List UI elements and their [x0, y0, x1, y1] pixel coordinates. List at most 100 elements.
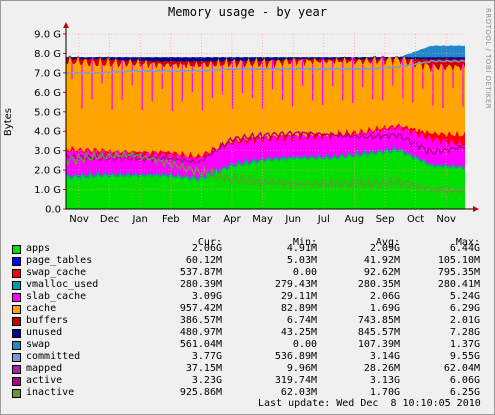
legend-name: page_tables	[26, 255, 93, 266]
legend-name: buffers	[26, 315, 69, 326]
legend-max-value: 105.10M	[437, 255, 480, 266]
x-tick-label: Sep	[376, 214, 395, 225]
legend-swatch	[12, 269, 21, 278]
legend-cur-value: 60.12M	[185, 255, 222, 266]
legend-name: active	[26, 375, 63, 386]
x-tick-label: Apr	[223, 214, 241, 225]
legend-row-vmalloc-used: vmalloc_used 280.39M 279.43M 280.35M 280.41M	[12, 279, 482, 291]
legend-cur-value: 386.57M	[179, 315, 222, 326]
legend-min-value: 62.03M	[280, 387, 317, 398]
y-tick-label: 9.0 G	[34, 30, 61, 41]
legend-avg-value: 28.26M	[363, 363, 400, 374]
last-update: Last update: Wed Dec 8 10:10:05 2010	[258, 398, 481, 409]
legend-row-mapped: mapped 37.15M 9.96M 28.26M 62.04M	[12, 363, 482, 375]
legend-min-value: 0.00	[292, 339, 317, 350]
legend-row-page-tables: page_tables 60.12M 5.03M 41.92M 105.10M	[12, 255, 482, 267]
legend-row-inactive: inactive 925.86M 62.03M 1.70G 6.25G	[12, 387, 482, 399]
legend-min-value: 43.25M	[280, 327, 317, 338]
legend-min-value: 4.91M	[286, 243, 317, 254]
y-tick-label: 4.0 G	[34, 127, 61, 138]
legend-name: unused	[26, 327, 63, 338]
legend-max-value: 9.55G	[449, 351, 480, 362]
legend-cur-value: 37.15M	[185, 363, 222, 374]
legend-cur-value: 3.09G	[191, 291, 222, 302]
legend-min-value: 0.00	[292, 267, 317, 278]
legend-max-value: 6.44G	[449, 243, 480, 254]
legend-row-unused: unused 480.97M 43.25M 845.57M 7.28G	[12, 327, 482, 339]
y-tick-label: 7.0 G	[34, 68, 61, 79]
y-axis-arrow	[63, 22, 69, 28]
legend-name: mapped	[26, 363, 63, 374]
legend-swatch	[12, 281, 21, 290]
y-tick-label: 8.0 G	[34, 49, 61, 60]
legend-header: Cur: Min: Avg: Max:	[12, 237, 482, 249]
area-apps	[66, 148, 465, 209]
header-cur: Cur:	[197, 237, 222, 248]
y-tick-label: 2.0 G	[34, 166, 61, 177]
legend-name: swap_cache	[26, 267, 87, 278]
legend-name: committed	[26, 351, 81, 362]
legend-avg-value: 41.92M	[363, 255, 400, 266]
chart-title: Memory usage - by year	[168, 5, 327, 19]
legend-min-value: 279.43M	[274, 279, 317, 290]
header-max: Max:	[455, 237, 480, 248]
y-tick-label: 6.0 G	[34, 88, 61, 99]
legend-max-value: 5.24G	[449, 291, 480, 302]
legend-max-value: 6.06G	[449, 375, 480, 386]
legend-swatch	[12, 329, 21, 338]
y-tick-label: 5.0 G	[34, 107, 61, 118]
legend-min-value: 5.03M	[286, 255, 317, 266]
legend-avg-value: 107.39M	[357, 339, 400, 350]
y-tick-label: 0.0	[45, 205, 61, 216]
x-tick-label: Feb	[162, 214, 180, 225]
legend-avg-value: 2.09G	[369, 243, 400, 254]
legend-cur-value: 957.42M	[179, 303, 222, 314]
legend-avg-value: 1.69G	[369, 303, 400, 314]
legend-cur-value: 561.04M	[179, 339, 222, 350]
x-tick-label: Nov	[69, 214, 89, 225]
x-tick-label: Nov	[436, 214, 456, 225]
legend-row-buffers: buffers 386.57M 6.74M 743.85M 2.01G	[12, 315, 482, 327]
legend-min-value: 6.74M	[286, 315, 317, 326]
x-tick-label: Jan	[131, 214, 147, 225]
legend-avg-value: 92.62M	[363, 267, 400, 278]
plot-area: 0.0 1.0 G 2.0 G 3.0 G 4.0 G 5.0 G 6.0 G 7.0 G 8.…	[34, 22, 479, 225]
legend-row-slab-cache: slab_cache 3.09G 29.11M 2.06G 5.24G	[12, 291, 482, 303]
x-tick-label: Mar	[192, 214, 212, 225]
legend-min-value: 319.74M	[274, 375, 317, 386]
legend-swatch	[12, 245, 21, 254]
legend-avg-value: 1.70G	[369, 387, 400, 398]
legend-max-value: 280.41M	[437, 279, 480, 290]
legend-swatch	[12, 353, 21, 362]
legend-name: swap	[26, 339, 51, 350]
legend-row-swap: swap 561.04M 0.00 107.39M 1.37G	[12, 339, 482, 351]
legend-avg-value: 280.35M	[357, 279, 400, 290]
legend-max-value: 2.01G	[449, 315, 480, 326]
x-axis-arrow	[473, 206, 479, 212]
legend-swatch	[12, 257, 21, 266]
legend-min-value: 29.11M	[280, 291, 317, 302]
legend-row-apps: apps 2.06G 4.91M 2.09G 6.44G	[12, 243, 482, 255]
x-tick-label: Jul	[317, 214, 330, 225]
legend-row-cache: cache 957.42M 82.89M 1.69G 6.29G	[12, 303, 482, 315]
legend-avg-value: 3.14G	[369, 351, 400, 362]
legend-min-value: 9.96M	[286, 363, 317, 374]
legend-row-swap-cache: swap_cache 537.87M 0.00 92.62M 795.35M	[12, 267, 482, 279]
header-avg: Avg:	[375, 237, 400, 248]
legend-swatch	[12, 293, 21, 302]
legend-max-value: 795.35M	[437, 267, 480, 278]
legend-name: slab_cache	[26, 291, 87, 302]
x-tick-label: Oct	[407, 214, 424, 225]
rrdtool-watermark: RRDTOOL / TOBI OETIKER	[484, 8, 492, 110]
legend-cur-value: 2.06G	[191, 243, 222, 254]
y-tick-label: 3.0 G	[34, 146, 61, 157]
legend-swatch	[12, 341, 21, 350]
legend-avg-value: 845.57M	[357, 327, 400, 338]
line-active	[65, 130, 466, 165]
x-tick-label: May	[252, 214, 273, 225]
legend-name: vmalloc_used	[26, 279, 99, 290]
legend-name: apps	[26, 243, 51, 254]
legend-min-value: 536.89M	[274, 351, 317, 362]
legend-max-value: 6.25G	[449, 387, 480, 398]
legend-max-value: 6.29G	[449, 303, 480, 314]
